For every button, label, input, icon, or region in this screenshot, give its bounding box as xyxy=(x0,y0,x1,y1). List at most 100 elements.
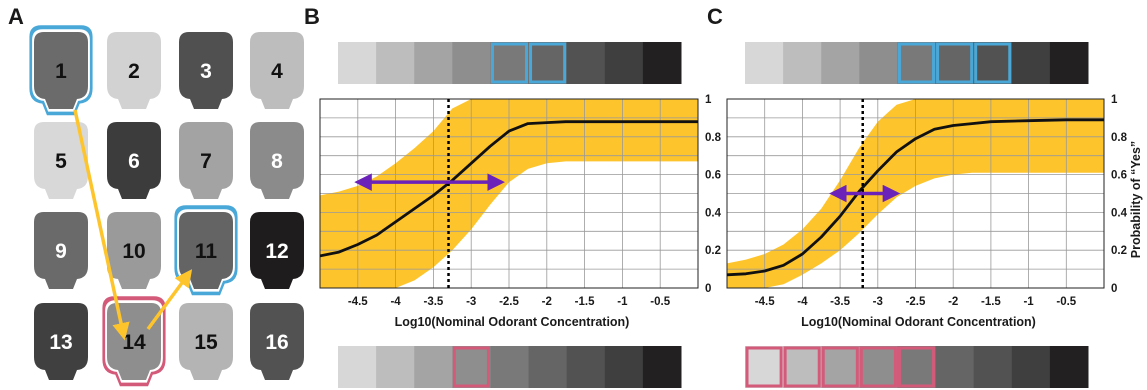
x-tick-label: -3.5 xyxy=(830,296,850,308)
head-7: 7 xyxy=(179,122,233,199)
panel-label-b: B xyxy=(304,4,320,29)
top-gray-strip xyxy=(338,42,682,84)
head-shape xyxy=(179,303,233,380)
head-shape xyxy=(250,212,304,289)
gray-swatch xyxy=(1049,42,1089,84)
chart-c: -4.5 -4 -3.5 -3 -2.5 -2 -1.5 -1 -0.5 0 0.2 0.4 0.6 0.… xyxy=(726,42,1143,388)
y-tick-label: 1 xyxy=(1111,94,1118,106)
head-number: 9 xyxy=(55,240,67,263)
panel-label-c: C xyxy=(707,4,723,29)
head-number: 12 xyxy=(265,240,288,263)
y-tick-labels: 0 0.2 0.4 0.6 0.8 1 xyxy=(1111,94,1128,295)
y-tick-label: 1 xyxy=(705,94,712,106)
gray-swatch xyxy=(897,42,937,84)
head-number: 1 xyxy=(55,60,67,83)
y-tick-label: 0 xyxy=(705,283,711,295)
x-tick-label: -2 xyxy=(948,296,958,308)
head-number: 7 xyxy=(200,150,212,173)
head-shape xyxy=(179,32,233,109)
selected-swatch-box xyxy=(490,42,529,84)
gray-swatch xyxy=(452,346,491,388)
selected-swatch-box xyxy=(897,346,936,388)
y-tick-label: 0.2 xyxy=(1111,245,1127,257)
head-4: 4 xyxy=(250,32,304,109)
head-shape xyxy=(179,212,233,289)
head-5: 5 xyxy=(34,122,88,199)
selected-swatch-box xyxy=(783,346,821,388)
chart-b: -4.5 -4 -3.5 -3 -2.5 -2 -1.5 -1 -0.5 0 0.2 0.4 0.6 0.… xyxy=(319,42,722,388)
x-tick-label: -3 xyxy=(873,296,883,308)
head-shape xyxy=(34,32,88,109)
gray-swatch xyxy=(376,346,415,388)
grid xyxy=(319,98,699,289)
x-tick-label: -4.5 xyxy=(348,296,368,308)
head-15: 15 xyxy=(179,303,233,380)
head-16: 16 xyxy=(250,303,304,380)
head-number: 11 xyxy=(195,240,218,263)
gray-swatch xyxy=(338,346,377,388)
gray-swatch xyxy=(528,346,568,388)
x-tick-label: -4 xyxy=(390,296,401,308)
psychometric-curve xyxy=(320,120,698,258)
x-tick-label: -1.5 xyxy=(981,296,1001,308)
bottom-gray-strip xyxy=(745,346,1089,388)
head-shape xyxy=(250,122,304,199)
selected-swatch-box xyxy=(859,346,897,388)
path-arrow-1-to-14 xyxy=(73,109,130,341)
gray-swatch xyxy=(414,42,453,84)
x-tick-label: -1.5 xyxy=(575,296,595,308)
psychometric-curve xyxy=(727,118,1104,277)
gray-swatch xyxy=(745,42,784,84)
gray-swatch xyxy=(1011,346,1051,388)
x-tick-labels: -4.5 -4 -3.5 -3 -2.5 -2 -1.5 -1 -0.5 xyxy=(348,296,671,308)
gray-swatch xyxy=(490,42,530,84)
head-number: 14 xyxy=(122,331,146,354)
panel-label-a: A xyxy=(8,4,24,29)
gray-swatch xyxy=(973,346,1013,388)
gray-swatch xyxy=(859,346,898,388)
gray-swatch xyxy=(783,42,822,84)
gray-swatch xyxy=(935,42,975,84)
gray-swatch xyxy=(338,42,377,84)
y-tick-label: 0 xyxy=(1111,283,1117,295)
head-number: 5 xyxy=(55,150,67,173)
top-gray-strip xyxy=(745,42,1089,84)
path-arrow-14-to-11 xyxy=(146,269,193,331)
head-shape xyxy=(250,32,304,109)
head-shape xyxy=(34,122,88,199)
y-tick-label: 0.2 xyxy=(705,245,721,257)
x-axis-title: Log10(Nominal Odorant Concentration) xyxy=(801,315,1036,329)
head-shape xyxy=(107,32,161,109)
x-tick-label: -4 xyxy=(797,296,808,308)
x-tick-label: -4.5 xyxy=(755,296,775,308)
y-tick-label: 0.8 xyxy=(705,132,722,144)
x-tick-label: -3 xyxy=(466,296,476,308)
gray-swatch xyxy=(745,346,784,388)
head-number: 15 xyxy=(194,331,218,354)
head-12: 12 xyxy=(250,212,304,289)
selected-swatch-box xyxy=(936,42,974,84)
gray-swatch xyxy=(566,42,606,84)
gray-swatch xyxy=(973,42,1013,84)
bottom-gray-strip xyxy=(338,346,682,388)
confidence-band xyxy=(727,99,1104,288)
x-tick-labels: -4.5 -4 -3.5 -3 -2.5 -2 -1.5 -1 -0.5 xyxy=(755,296,1077,308)
gray-swatch xyxy=(566,346,606,388)
x-tick-label: -0.5 xyxy=(1056,296,1076,308)
x-tick-label: -2 xyxy=(542,296,552,308)
y-tick-label: 0.6 xyxy=(1111,170,1127,182)
head-number: 13 xyxy=(49,331,72,354)
y-tick-labels: 0 0.2 0.4 0.6 0.8 1 xyxy=(705,94,722,295)
y-tick-label: 0.4 xyxy=(1111,207,1128,219)
gray-swatch xyxy=(604,42,644,84)
x-tick-label: -1 xyxy=(617,296,628,308)
selected-swatch-box xyxy=(897,42,936,84)
y-axis-title: Probability of “Yes” xyxy=(1129,141,1143,258)
head-shape xyxy=(34,303,88,380)
head-number: 10 xyxy=(122,240,145,263)
head-2: 2 xyxy=(107,32,161,109)
gray-swatch xyxy=(1049,346,1089,388)
plot-frame xyxy=(726,98,1105,289)
